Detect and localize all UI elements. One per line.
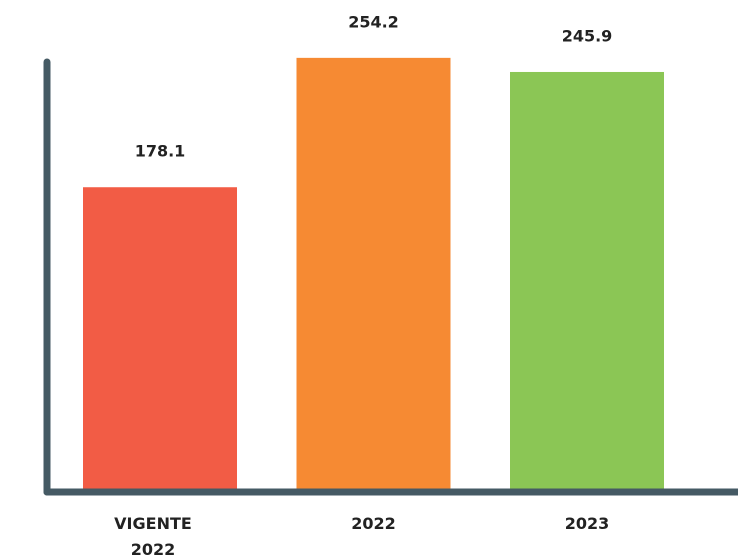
bar (296, 57, 451, 491)
bar (510, 71, 664, 490)
x-tick-label: VIGENTE 2022 (114, 514, 192, 559)
data-label: 245.9 (562, 26, 613, 45)
data-label: 254.2 (348, 12, 399, 31)
bar (83, 187, 237, 491)
x-tick-label: 2023 (564, 514, 610, 533)
data-label: 178.1 (135, 142, 186, 161)
x-tick-label: 2022 (351, 514, 396, 533)
